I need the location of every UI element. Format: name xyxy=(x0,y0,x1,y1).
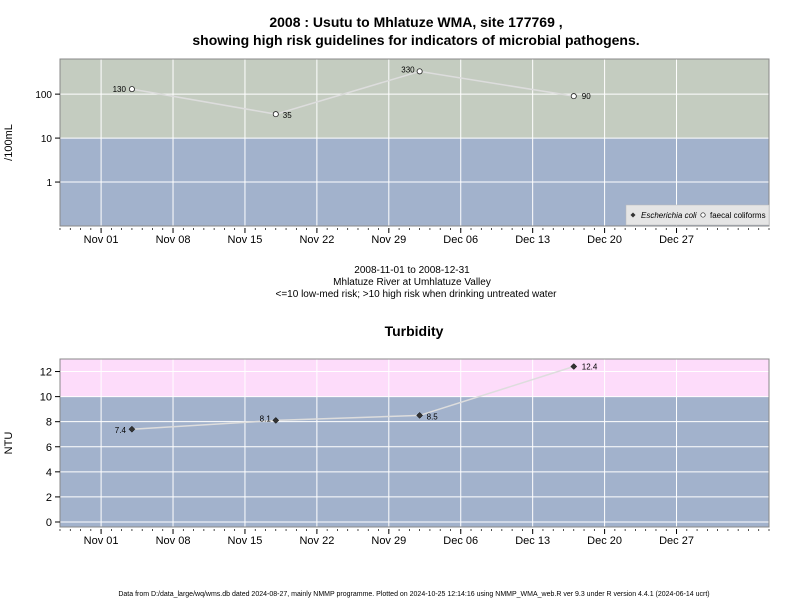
data-label: 130 xyxy=(113,85,127,94)
caption-site: Mhlatuze River at Umhlatuze Valley xyxy=(333,277,491,288)
x-tick-label: Dec 06 xyxy=(443,234,478,246)
data-point xyxy=(570,363,578,370)
data-point xyxy=(570,93,577,100)
data-label: 8.1 xyxy=(260,414,272,423)
y-tick-label: 1 xyxy=(46,178,52,189)
turbidity-chart: Nov 01 Nov 08 Nov 15 Nov 22 Nov 29 Dec 06 Dec … xyxy=(3,358,770,547)
x-tick-label: Nov 08 xyxy=(156,535,191,547)
figure-title-line1: 2008 : Usutu to Mhlatuze WMA, site 17776… xyxy=(269,14,562,30)
data-label: 12.4 xyxy=(582,363,598,372)
x-tick-label: Dec 20 xyxy=(587,535,622,547)
y-tick-label: 12 xyxy=(40,367,52,379)
x-tick-label: Nov 29 xyxy=(371,535,406,547)
y-axis-label: /100mL xyxy=(3,124,15,161)
low-risk-band xyxy=(60,396,769,527)
caption-risk-note: <=10 low-med risk; >10 high risk when dr… xyxy=(276,289,558,300)
y-tick-label: 8 xyxy=(46,417,52,429)
data-label: 90 xyxy=(582,92,591,101)
x-tick-label: Nov 08 xyxy=(156,234,191,246)
x-tick-label: Dec 27 xyxy=(659,535,694,547)
x-tick-label: Dec 06 xyxy=(443,535,478,547)
y-axis-label: NTU xyxy=(3,432,15,455)
microbial-chart: Nov 01 Nov 08 Nov 15 Nov 22 Nov 29 Dec 06 Dec … xyxy=(3,58,770,246)
series-line xyxy=(131,70,574,115)
x-tick-label: Nov 22 xyxy=(299,535,334,547)
x-tick-label: Dec 27 xyxy=(659,234,694,246)
x-tick-label: Dec 13 xyxy=(515,535,550,547)
footer-note: Data from D:/data_large/wq/wms.db dated … xyxy=(118,591,709,598)
legend-ecoli-marker xyxy=(630,212,636,218)
figure-title-line2: showing high risk guidelines for indicat… xyxy=(192,32,639,48)
legend: Escherichia coli faecal coliforms xyxy=(625,204,770,226)
x-tick-label: Dec 20 xyxy=(587,234,622,246)
x-tick-label: Dec 13 xyxy=(515,234,550,246)
data-point xyxy=(128,425,136,433)
y-tick-label: 0 xyxy=(46,517,52,529)
high-risk-band xyxy=(60,359,769,397)
y-tick-label: 2 xyxy=(46,492,52,504)
y-tick-label: 6 xyxy=(46,442,52,454)
x-tick-label: Nov 01 xyxy=(84,535,119,547)
legend-faecal-marker xyxy=(700,212,706,218)
x-tick-label: Nov 15 xyxy=(228,234,263,246)
data-label: 7.4 xyxy=(115,426,127,435)
x-tick-label: Nov 22 xyxy=(299,234,334,246)
x-tick-label: Nov 01 xyxy=(84,234,119,246)
x-tick-label: Nov 29 xyxy=(371,234,406,246)
series-line xyxy=(131,365,574,430)
y-tick-label: 10 xyxy=(40,392,52,404)
data-point xyxy=(416,412,423,419)
legend-ecoli-label: Escherichia coli xyxy=(641,211,697,220)
legend-box xyxy=(625,204,770,226)
data-point xyxy=(416,68,423,75)
caption-date-range: 2008-11-01 to 2008-12-31 xyxy=(354,265,470,276)
data-label: 8.5 xyxy=(427,412,439,421)
y-tick-label: 10 xyxy=(41,134,53,145)
data-point xyxy=(272,111,279,118)
data-point xyxy=(272,417,280,424)
y-tick-label: 100 xyxy=(35,90,52,101)
legend-faecal-label: faecal coliforms xyxy=(710,211,766,220)
x-tick-label: Nov 15 xyxy=(228,535,263,547)
data-label: 330 xyxy=(401,65,415,74)
y-tick-label: 4 xyxy=(46,467,52,479)
panel-border xyxy=(59,58,770,227)
data-label: 35 xyxy=(283,111,292,120)
turbidity-title: Turbidity xyxy=(385,323,444,339)
data-point xyxy=(128,86,135,93)
panel-border xyxy=(59,358,770,528)
